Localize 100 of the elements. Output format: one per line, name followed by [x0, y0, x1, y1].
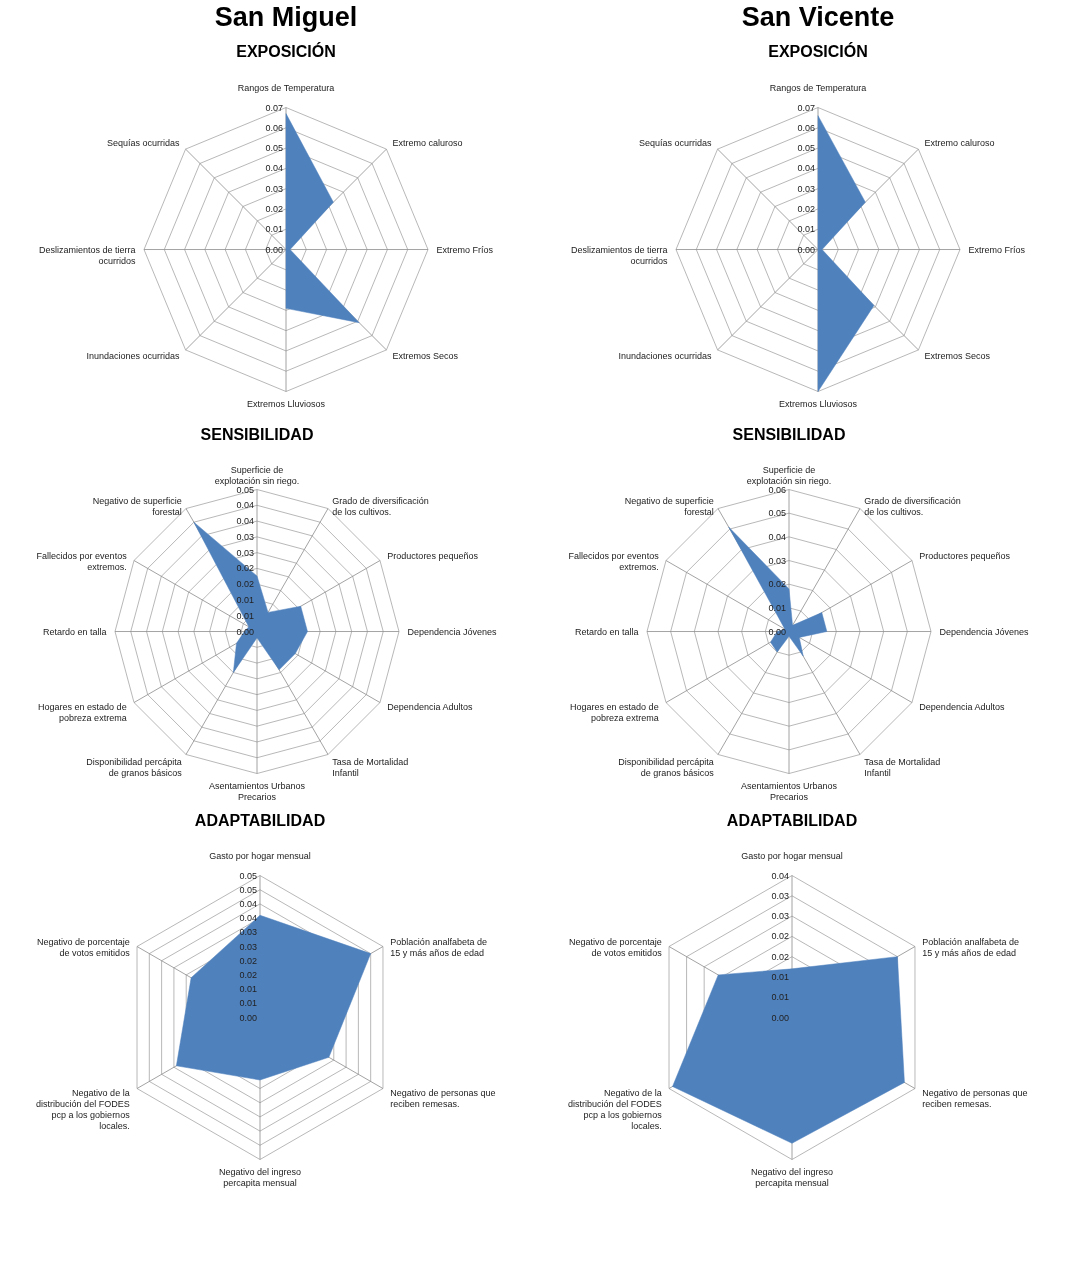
spoke-label: Negativo de porcentaje de votos emitidos — [37, 937, 131, 959]
spoke-label: Deslizamientos de tierra ocurridos — [38, 244, 136, 266]
spoke-label: Sequías ocurridas — [639, 138, 713, 149]
spoke-label: Superficie de explotación sin riego. — [746, 464, 831, 486]
y-tick-label: 0.04 — [235, 516, 254, 527]
spoke-label: Dependencia Adultos — [386, 701, 473, 712]
y-tick-label: 0.03 — [797, 183, 815, 194]
y-tick-label: 0.03 — [771, 890, 789, 901]
y-tick-label: 0.02 — [767, 579, 786, 590]
spoke-label: Retardo en talla — [42, 626, 106, 637]
spoke-label: Negativo de superficie forestal — [624, 496, 714, 518]
y-tick-label: 0.02 — [771, 951, 789, 962]
y-tick-label: 0.02 — [239, 969, 257, 980]
y-tick-label: 0.05 — [239, 884, 257, 895]
chart-subtitle: EXPOSICIÓN — [236, 42, 336, 60]
y-tick-label: 0.05 — [239, 870, 257, 881]
y-tick-label: 0.01 — [771, 971, 789, 982]
y-tick-label: 0.02 — [235, 579, 254, 590]
spoke-label: Grado de diversificación de los cultivos. — [863, 496, 961, 518]
spoke-label: Deslizamientos de tierra ocurridos — [570, 244, 668, 266]
chart-title: San Miguel — [214, 2, 358, 32]
spoke-label: Población analfabeta de 15 y más años de edad — [922, 937, 1019, 959]
spoke-label: Negativo del ingreso percapita mensual — [218, 1167, 302, 1189]
y-tick-label: 0.01 — [239, 998, 257, 1009]
spoke-label: Hogares en estado de pobreza extrema — [37, 701, 127, 723]
spoke-label: Negativo de la distribución del FODES pcp a los gobiernos locales. — [36, 1087, 131, 1131]
y-tick-label: 0.02 — [265, 203, 283, 214]
y-tick-label: 0.03 — [235, 531, 254, 542]
y-tick-label: 0.07 — [265, 102, 283, 113]
chart-title: ADAPTABILIDAD — [194, 812, 326, 829]
spoke-label: Dependencia Jóvenes — [939, 626, 1029, 637]
y-tick-label: 0.00 — [767, 626, 786, 637]
y-tick-label: 0.01 — [239, 984, 257, 995]
spoke-label: Extremo Fríos — [436, 244, 494, 255]
spoke-label: Dependencia Adultos — [918, 701, 1005, 712]
y-tick-label: 0.03 — [265, 183, 283, 194]
y-tick-label: 0.01 — [771, 992, 789, 1003]
spoke-label: Productores pequeños — [386, 551, 478, 562]
spoke-label: Extremos Lluviosos — [778, 399, 858, 410]
y-tick-label: 0.05 — [767, 508, 786, 519]
y-tick-label: 0.02 — [771, 931, 789, 942]
spoke-label: Población analfabeta de 15 y más años de edad — [390, 937, 487, 959]
spoke-label: Extremos Secos — [924, 350, 991, 361]
spoke-label: Tasa de Mortalidad Infantil — [863, 756, 940, 778]
spoke-label: Hogares en estado de pobreza extrema — [569, 701, 659, 723]
y-tick-label: 0.00 — [265, 244, 283, 255]
spoke-label: Productores pequeños — [918, 551, 1010, 562]
spoke-label: Sequías ocurridas — [107, 138, 181, 149]
y-tick-label: 0.05 — [235, 484, 254, 495]
y-tick-label: 0.00 — [797, 244, 815, 255]
y-tick-label: 0.07 — [797, 102, 815, 113]
y-tick-label: 0.01 — [265, 224, 283, 235]
spoke-label: Inundaciones ocurridas — [86, 350, 181, 361]
spoke-label: Disponibilidad percápita de granos básicos — [85, 756, 182, 778]
spoke-label: Extremo caluroso — [392, 138, 463, 149]
y-tick-label: 0.01 — [235, 594, 254, 605]
y-tick-label: 0.00 — [239, 1012, 257, 1023]
spoke-label: Inundaciones ocurridas — [618, 350, 713, 361]
y-tick-label: 0.03 — [239, 927, 257, 938]
spoke-label: Gasto por hogar mensual — [741, 850, 843, 861]
spoke-label: Negativo de personas que reciben remesas. — [390, 1087, 496, 1109]
y-tick-label: 0.05 — [797, 143, 815, 154]
spoke-label: Extremo Fríos — [968, 244, 1026, 255]
spoke-label: Grado de diversificación de los cultivos. — [331, 496, 429, 518]
y-tick-label: 0.03 — [235, 547, 254, 558]
spoke-label: Negativo del ingreso percapita mensual — [750, 1167, 834, 1189]
y-tick-label: 0.03 — [239, 941, 257, 952]
y-tick-label: 0.06 — [767, 484, 786, 495]
chart-title: San Vicente — [741, 2, 895, 32]
y-tick-label: 0.04 — [771, 870, 789, 881]
spoke-label: Negativo de superficie forestal — [92, 496, 182, 518]
y-tick-label: 0.04 — [797, 163, 815, 174]
spoke-label: Asentamientos Urbanos Precarios — [208, 781, 306, 803]
spoke-label: Asentamientos Urbanos Precarios — [740, 781, 838, 803]
y-tick-label: 0.04 — [235, 500, 254, 511]
spoke-label: Rangos de Temperatura — [237, 82, 335, 93]
spoke-label: Gasto por hogar mensual — [209, 850, 311, 861]
y-tick-label: 0.05 — [265, 143, 283, 154]
chart-title: SENSIBILIDAD — [732, 426, 845, 443]
spoke-label: Negativo de porcentaje de votos emitidos — [569, 937, 663, 959]
spoke-label: Extremo caluroso — [924, 138, 995, 149]
y-tick-label: 0.00 — [235, 626, 254, 637]
spoke-label: Rangos de Temperatura — [769, 82, 867, 93]
y-tick-label: 0.00 — [771, 1012, 789, 1023]
spoke-label: Retardo en talla — [574, 626, 638, 637]
y-tick-label: 0.04 — [265, 163, 283, 174]
spoke-label: Extremos Lluviosos — [246, 399, 326, 410]
y-tick-label: 0.06 — [797, 122, 815, 133]
spoke-label: Negativo de personas que reciben remesas. — [922, 1087, 1028, 1109]
y-tick-label: 0.02 — [797, 203, 815, 214]
spoke-label: Disponibilidad percápita de granos básicos — [617, 756, 714, 778]
y-tick-label: 0.04 — [767, 531, 786, 542]
y-tick-label: 0.04 — [239, 898, 257, 909]
y-tick-label: 0.02 — [239, 955, 257, 966]
y-tick-label: 0.06 — [265, 122, 283, 133]
chart-title: ADAPTABILIDAD — [726, 812, 858, 829]
spoke-label: Superficie de explotación sin riego. — [214, 464, 299, 486]
spoke-label: Dependencia Jóvenes — [407, 626, 497, 637]
y-tick-label: 0.01 — [797, 224, 815, 235]
spoke-label: Fallecidos por eventos extremos. — [36, 551, 127, 573]
